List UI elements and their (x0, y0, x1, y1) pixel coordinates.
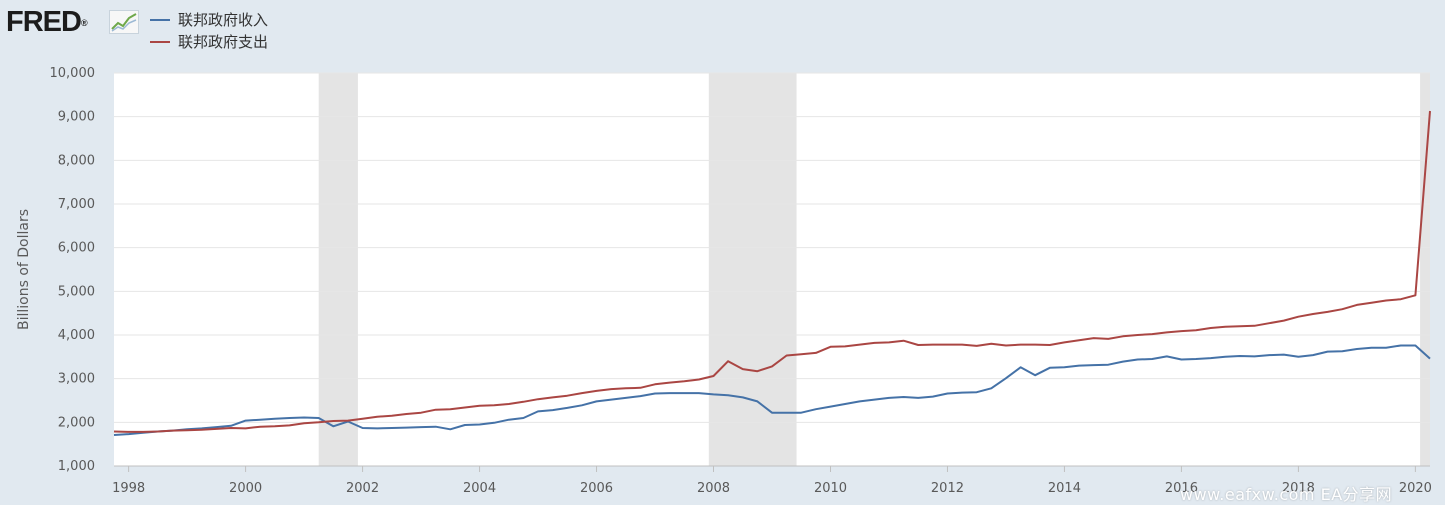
y-tick-label: 5,000 (58, 284, 95, 299)
x-tick-label: 2008 (697, 481, 730, 496)
y-axis-title: Billions of Dollars (16, 209, 32, 330)
chart-legend: 联邦政府收入 联邦政府支出 (150, 9, 268, 53)
y-tick-label: 6,000 (58, 241, 95, 256)
gridlines (114, 72, 1430, 423)
x-tick-label: 2018 (1282, 481, 1315, 496)
x-tick-label: 2002 (346, 481, 379, 496)
series-lines (113, 110, 1431, 436)
x-tick-label: 2014 (1048, 481, 1081, 496)
fred-logo[interactable]: FRED® (6, 6, 88, 39)
x-tick-label: 2016 (1165, 481, 1198, 496)
revenue-series-line (113, 344, 1431, 436)
legend-item-spending[interactable]: 联邦政府支出 (150, 31, 268, 53)
axes: 1,000 2,000 3,000 4,000 5,000 6,000 7,000 8,000… (50, 66, 1432, 496)
x-tick-label: 1998 (112, 481, 145, 496)
y-tick-label: 9,000 (58, 110, 95, 125)
legend-label-revenue: 联邦政府收入 (178, 11, 269, 29)
x-tick-label: 2012 (931, 481, 964, 496)
x-tick-label: 2020 (1399, 481, 1432, 496)
legend-label-spending: 联邦政府支出 (178, 33, 269, 51)
registered-mark: ® (80, 18, 88, 28)
chart-header: FRED® 联邦政府收入 联邦政府支出 (0, 0, 1445, 62)
y-tick-label: 1,000 (58, 459, 95, 474)
recession-band (708, 73, 797, 466)
x-tick-label: 2006 (580, 481, 613, 496)
y-tick-label: 7,000 (58, 197, 95, 212)
y-tick-label: 2,000 (58, 415, 95, 430)
recession-band (1420, 73, 1430, 466)
x-tick-label: 2010 (814, 481, 847, 496)
y-tick-label: 3,000 (58, 372, 95, 387)
logo-text: FRED (6, 6, 82, 38)
legend-item-revenue[interactable]: 联邦政府收入 (150, 9, 268, 31)
y-tick-label: 8,000 (58, 153, 95, 168)
legend-swatch-revenue (150, 19, 170, 21)
line-chart-icon (109, 10, 139, 34)
y-tick-label: 10,000 (50, 66, 96, 81)
recession-band (318, 73, 358, 466)
watermark: www.eafxw.com EA分享网 (1180, 485, 1393, 504)
x-tick-label: 2004 (463, 481, 496, 496)
x-tick-label: 2000 (229, 481, 262, 496)
legend-swatch-spending (150, 41, 170, 43)
y-tick-label: 4,000 (58, 328, 95, 343)
spending-series-line (113, 110, 1431, 433)
